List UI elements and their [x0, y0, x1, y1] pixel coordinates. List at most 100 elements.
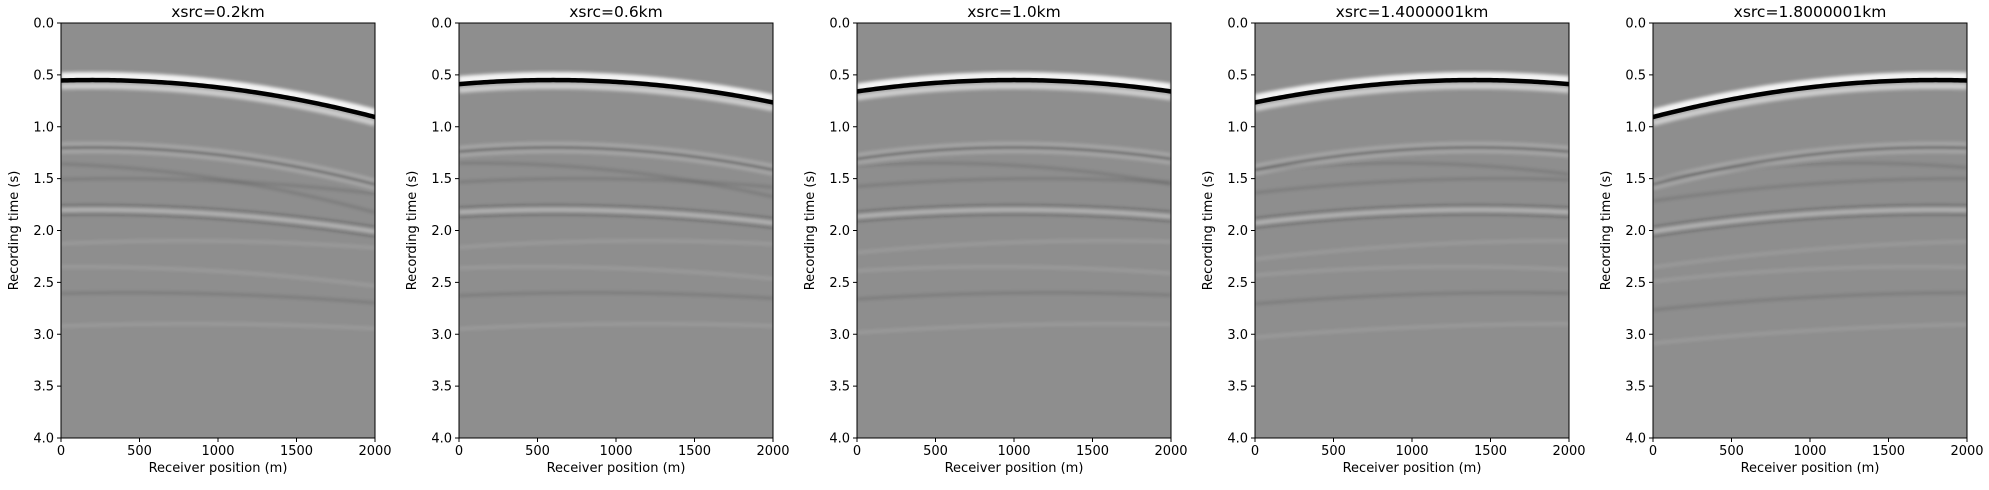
y-tick-label: 2.5 — [1625, 276, 1646, 291]
faint-event-1 — [61, 177, 375, 196]
x-tick-label: 1500 — [1076, 444, 1109, 459]
x-tick-label: 500 — [923, 444, 948, 459]
x-tick-label: 1500 — [1474, 444, 1507, 459]
x-tick-label: 0 — [57, 444, 65, 459]
y-tick-label: 0.5 — [431, 68, 452, 83]
x-axis-label: Receiver position (m) — [1741, 461, 1880, 476]
faint-event-5 — [459, 161, 773, 199]
y-tick-label: 1.5 — [1625, 172, 1646, 187]
reflection-sidelobe-1 — [1653, 142, 1967, 182]
y-axis-label: Recording time (s) — [7, 171, 22, 291]
x-tick-label: 500 — [1719, 444, 1744, 459]
faint-event-6 — [459, 265, 773, 281]
subplot-2: 0 500 1000 1500 2000 0.0 0.5 1.0 1.5 2.0 2.5 3.0 3.5… — [405, 3, 790, 476]
y-tick-label: 3.5 — [829, 380, 850, 395]
reflection-event-1 — [857, 146, 1171, 161]
faint-event-5 — [1255, 161, 1569, 176]
x-tick-label: 2000 — [1154, 444, 1187, 459]
reflection-sidelobe-b-1 — [857, 150, 1171, 165]
y-tick-label: 2.5 — [1227, 276, 1248, 291]
x-tick-label: 2000 — [1950, 444, 1983, 459]
subplot-title: xsrc=1.8000001km — [1734, 3, 1887, 21]
x-tick-label: 1500 — [678, 444, 711, 459]
y-tick-label: 0.0 — [829, 17, 850, 32]
y-tick-label: 1.0 — [1227, 120, 1248, 135]
y-tick-label: 4.0 — [33, 432, 54, 447]
y-tick-label: 0.5 — [33, 68, 54, 83]
y-tick-label: 1.0 — [829, 120, 850, 135]
faint-event-3 — [61, 291, 375, 305]
direct-arrival-tail — [1255, 83, 1569, 112]
y-tick-label: 4.0 — [1625, 432, 1646, 447]
faint-event-3 — [857, 291, 1171, 301]
y-tick-label: 1.0 — [431, 120, 452, 135]
x-tick-label: 2000 — [756, 444, 789, 459]
y-tick-label: 3.0 — [1227, 328, 1248, 343]
subplot-1: 0 500 1000 1500 2000 0.0 0.5 1.0 1.5 2.0 2.5 3.0 3.5… — [7, 3, 392, 476]
faint-event-4 — [1255, 322, 1569, 339]
direct-arrival — [857, 77, 1171, 94]
y-axis-label: Recording time (s) — [1201, 171, 1216, 291]
reflection-sidelobe-b-1 — [1255, 150, 1569, 176]
y-tick-label: 3.5 — [1625, 380, 1646, 395]
reflection-sidelobe-b-1 — [1653, 150, 1967, 190]
x-tick-label: 0 — [1649, 444, 1657, 459]
y-tick-label: 1.5 — [33, 172, 54, 187]
reflection-event-2 — [1653, 208, 1967, 234]
subplot-title: xsrc=1.0km — [967, 3, 1061, 21]
reflection-sidelobe-1 — [1255, 142, 1569, 168]
x-tick-label: 1000 — [599, 444, 632, 459]
y-axis-label: Recording time (s) — [1599, 171, 1614, 291]
direct-arrival-halo — [1653, 72, 1967, 117]
x-axis-label: Receiver position (m) — [945, 461, 1084, 476]
faint-event-6 — [857, 265, 1171, 275]
y-tick-label: 0.5 — [1227, 68, 1248, 83]
x-tick-label: 500 — [525, 444, 550, 459]
y-tick-label: 0.0 — [33, 17, 54, 32]
subplot-title: xsrc=1.4000001km — [1336, 3, 1489, 21]
y-tick-label: 1.0 — [1625, 120, 1646, 135]
faint-event-6 — [1653, 265, 1967, 283]
x-tick-label: 500 — [1321, 444, 1346, 459]
reflection-event-2 — [1255, 208, 1569, 225]
reflection-event-2 — [459, 208, 773, 225]
y-tick-label: 2.5 — [33, 276, 54, 291]
faint-event-2 — [61, 239, 375, 250]
y-tick-label: 0.5 — [829, 68, 850, 83]
faint-event-4 — [857, 322, 1171, 335]
subplot-title: xsrc=0.6km — [569, 3, 663, 21]
y-tick-label: 2.5 — [431, 276, 452, 291]
reflection-event-1 — [459, 146, 773, 172]
y-tick-label: 1.5 — [431, 172, 452, 187]
direct-arrival-halo — [857, 72, 1171, 92]
direct-arrival-halo — [61, 72, 375, 117]
faint-event-2 — [1255, 239, 1569, 261]
direct-arrival-tail — [61, 83, 375, 126]
y-tick-label: 4.0 — [1227, 432, 1248, 447]
reflection-sidelobe-1 — [857, 142, 1171, 157]
y-tick-label: 3.5 — [1227, 380, 1248, 395]
x-axis-label: Receiver position (m) — [149, 461, 288, 476]
reflection-sidelobe-b-2 — [1653, 212, 1967, 238]
subplot-4: 0 500 1000 1500 2000 0.0 0.5 1.0 1.5 2.0 2.5 3.0 3.5… — [1201, 3, 1586, 476]
faint-event-2 — [459, 239, 773, 249]
reflection-event-2 — [61, 208, 375, 234]
x-tick-label: 1000 — [1395, 444, 1428, 459]
y-tick-label: 0.0 — [431, 17, 452, 32]
y-tick-label: 2.0 — [431, 224, 452, 239]
x-axis-label: Receiver position (m) — [547, 461, 686, 476]
reflection-event-2 — [857, 208, 1171, 218]
faint-event-3 — [1653, 291, 1967, 312]
direct-arrival — [1255, 77, 1569, 105]
y-axis-label: Recording time (s) — [803, 171, 818, 291]
faint-event-4 — [459, 322, 773, 331]
reflection-sidelobe-2 — [459, 204, 773, 221]
reflection-sidelobe-1 — [459, 142, 773, 168]
y-tick-label: 2.5 — [829, 276, 850, 291]
direct-arrival — [1653, 77, 1967, 120]
y-tick-label: 3.0 — [829, 328, 850, 343]
faint-event-3 — [1255, 291, 1569, 306]
y-tick-label: 0.0 — [1227, 17, 1248, 32]
faint-event-1 — [857, 177, 1171, 189]
y-tick-label: 1.0 — [33, 120, 54, 135]
